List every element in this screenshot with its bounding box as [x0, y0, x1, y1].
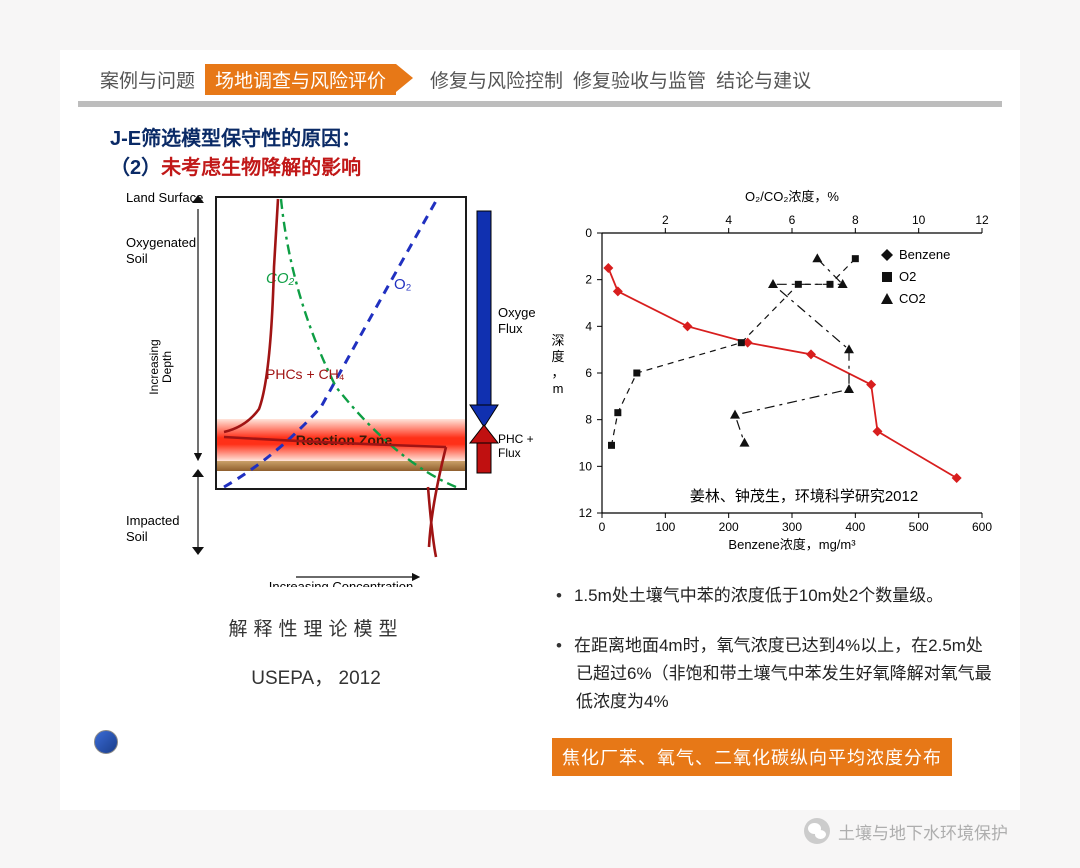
svg-text:Benzene: Benzene: [899, 247, 950, 262]
o2-curve-label: O₂: [394, 276, 412, 293]
svg-text:0: 0: [599, 520, 606, 534]
svg-text:500: 500: [909, 520, 929, 534]
phc-curve-label: PHCs + CH₄: [266, 366, 345, 382]
depth-sublabel: Depth: [160, 351, 174, 383]
right-column: 24681012O₂/CO₂浓度，%0100200300400500600Ben…: [536, 187, 1002, 776]
svg-text:10: 10: [579, 459, 593, 473]
logo-icon: [94, 730, 118, 754]
tab-investigation-label: 场地调查与风险评价: [215, 71, 386, 92]
svg-text:600: 600: [972, 520, 992, 534]
svg-text:2: 2: [662, 213, 669, 227]
svg-text:4: 4: [725, 213, 732, 227]
nav-tabs: 案例与问题 场地调查与风险评价 修复与风险控制 修复验收与监管 结论与建议: [60, 50, 1020, 95]
svg-text:8: 8: [852, 213, 859, 227]
increasing-conc-label: Increasing Concentration: [269, 579, 414, 587]
left-caption: 解释性理论模型: [96, 614, 536, 641]
svg-text:CO2: CO2: [899, 291, 926, 306]
slide-heading: J-E筛选模型保守性的原因： （2）未考虑生物降解的影响: [60, 107, 1020, 183]
svg-text:m: m: [553, 381, 564, 396]
wechat-brand-text: 土壤与地下水环境保护: [838, 819, 1008, 844]
land-surface-label: Land Surface: [126, 190, 203, 205]
heading-line1: J-E筛选模型保守性的原因：: [110, 125, 1020, 154]
bullet-list: 1.5m处土壤气中苯的浓度低于10m处2个数量级。 在距离地面4m时，氧气浓度已…: [542, 572, 1002, 716]
oxygen-flux-label2: Flux: [498, 321, 523, 336]
svg-text:O₂/CO₂浓度，%: O₂/CO₂浓度，%: [745, 189, 839, 204]
svg-text:400: 400: [845, 520, 865, 534]
oxy-soil-label2: Soil: [126, 251, 148, 266]
concentration-depth-chart: 24681012O₂/CO₂浓度，%0100200300400500600Ben…: [542, 187, 1002, 567]
oxygen-flux-label1: Oxyge: [498, 305, 536, 320]
tab-conclusion[interactable]: 结论与建议: [716, 66, 811, 93]
tab-remediation[interactable]: 修复与风险控制: [430, 66, 563, 93]
left-caption-source: USEPA， 2012: [96, 663, 536, 690]
svg-text:O2: O2: [899, 269, 916, 284]
slide: 案例与问题 场地调查与风险评价 修复与风险控制 修复验收与监管 结论与建议 J-…: [60, 50, 1020, 810]
co2-curve-label: CO₂: [266, 270, 295, 287]
phc-flux-label2: Flux: [498, 446, 521, 460]
tab-investigation-active[interactable]: 场地调查与风险评价: [205, 64, 396, 95]
bullet-1: 1.5m处土壤气中苯的浓度低于10m处2个数量级。: [552, 582, 992, 610]
svg-text:姜林、钟茂生，环境科学研究2012: 姜林、钟茂生，环境科学研究2012: [690, 487, 918, 505]
svg-text:200: 200: [719, 520, 739, 534]
tab-verification[interactable]: 修复验收与监管: [573, 66, 706, 93]
svg-text:100: 100: [655, 520, 675, 534]
svg-text:Benzene浓度，mg/m³: Benzene浓度，mg/m³: [728, 537, 856, 552]
heading-line2-red: 未考虑生物降解的影响: [161, 157, 361, 179]
heading-line2-prefix: （2）: [110, 157, 161, 179]
svg-text:6: 6: [585, 366, 592, 380]
svg-text:12: 12: [975, 213, 989, 227]
svg-text:2: 2: [585, 273, 592, 287]
phc-flux-label1: PHC +: [498, 432, 534, 446]
svg-text:深: 深: [551, 333, 564, 348]
wechat-icon: [804, 818, 830, 844]
tab-cases[interactable]: 案例与问题: [100, 66, 195, 93]
left-column: Reaction Zone O₂ CO₂ PHCs + CH₄ Land Sur…: [96, 187, 536, 776]
impacted-label2: Soil: [126, 529, 148, 544]
svg-text:300: 300: [782, 520, 802, 534]
svg-text:4: 4: [585, 319, 592, 333]
increasing-depth-label: Increasing: [147, 339, 161, 394]
svg-text:，: ，: [551, 365, 564, 380]
bullet-2: 在距离地面4m时，氧气浓度已达到4%以上，在2.5m处已超过6%（非饱和带土壤气…: [552, 632, 992, 716]
svg-text:10: 10: [912, 213, 926, 227]
svg-text:12: 12: [579, 506, 593, 520]
oxy-soil-label1: Oxygenated: [126, 235, 196, 250]
orange-caption-box: 焦化厂苯、氧气、二氧化碳纵向平均浓度分布: [552, 738, 952, 776]
impacted-label1: Impacted: [126, 513, 179, 528]
svg-text:8: 8: [585, 413, 592, 427]
svg-text:0: 0: [585, 226, 592, 240]
svg-text:6: 6: [789, 213, 796, 227]
wechat-footer: 土壤与地下水环境保护: [804, 818, 1008, 844]
svg-text:度: 度: [551, 349, 564, 364]
conceptual-diagram: Reaction Zone O₂ CO₂ PHCs + CH₄ Land Sur…: [96, 187, 536, 587]
